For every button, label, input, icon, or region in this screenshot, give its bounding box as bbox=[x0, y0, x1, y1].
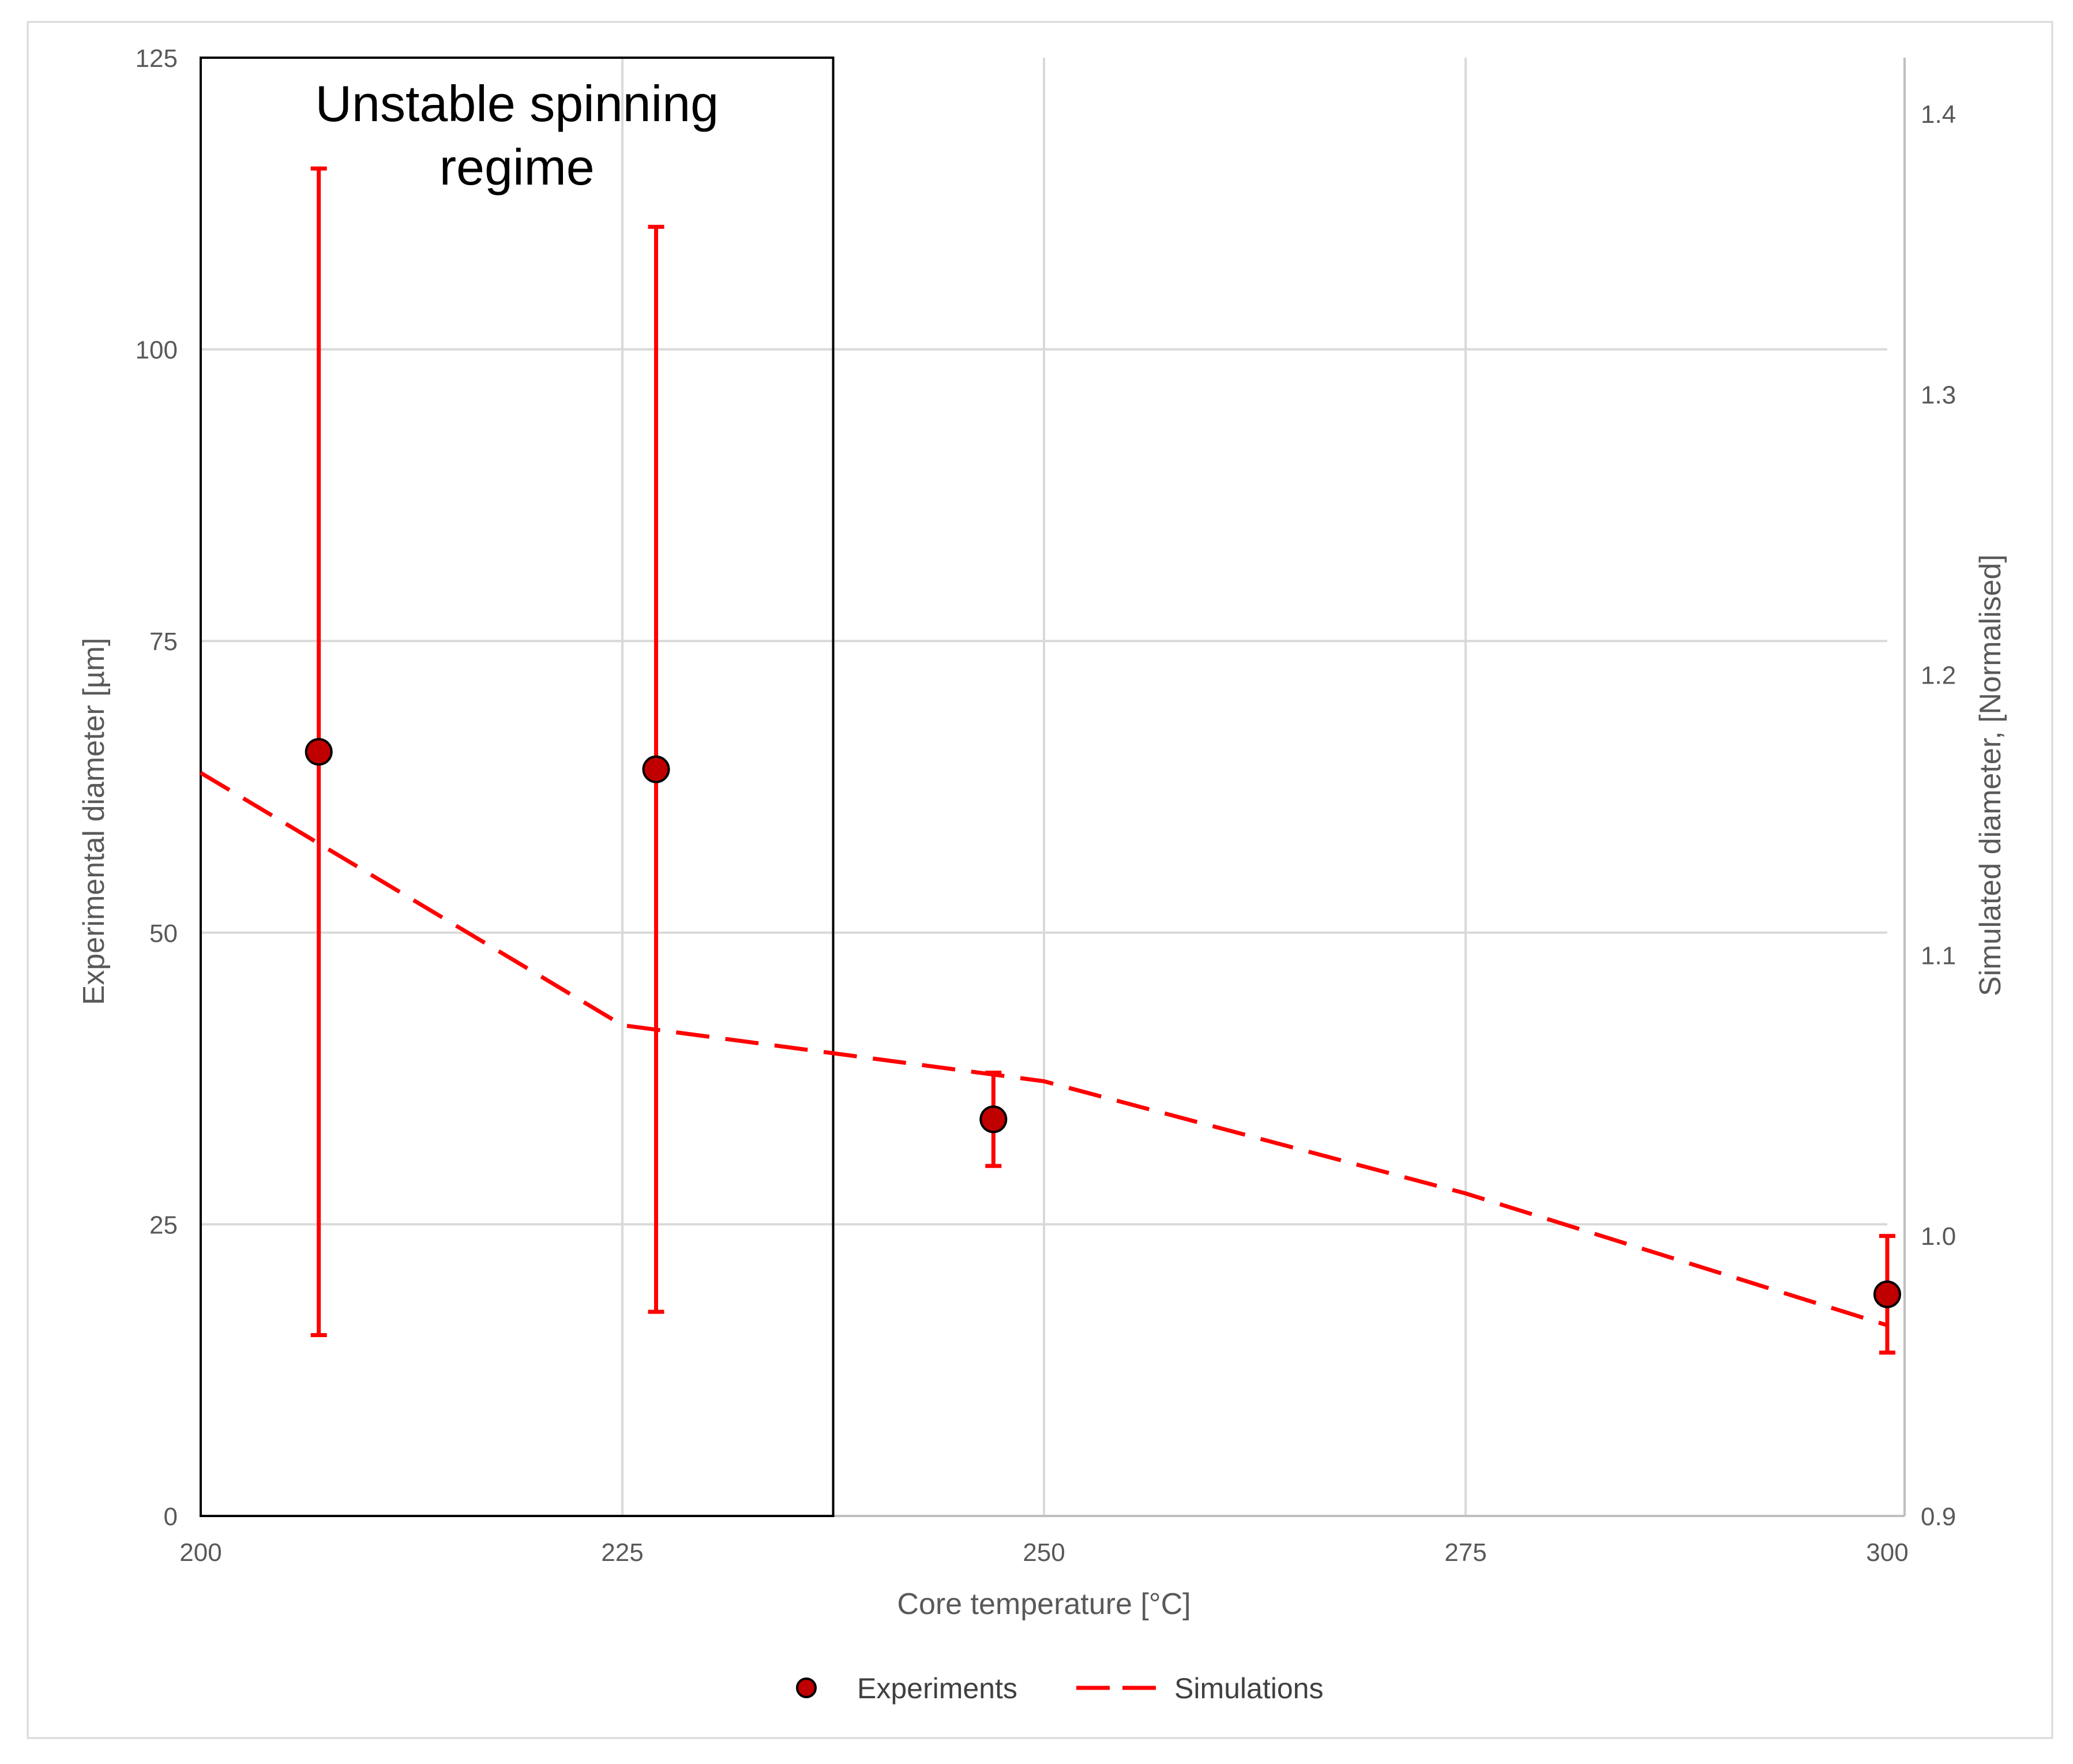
annotation-box bbox=[200, 57, 835, 1517]
annotation-label: Unstable spinning bbox=[315, 75, 719, 132]
y2-tick-label: 1.1 bbox=[1921, 942, 1956, 970]
x-axis-title: Core temperature [°C] bbox=[897, 1587, 1191, 1621]
y2-tick-label: 1.3 bbox=[1921, 381, 1956, 409]
y2-tick-label: 1.2 bbox=[1921, 662, 1956, 690]
legend-simulations-label: Simulations bbox=[1174, 1672, 1323, 1705]
grid bbox=[201, 58, 1887, 1516]
experiment-point bbox=[305, 738, 333, 766]
y-tick-label: 75 bbox=[149, 628, 178, 656]
y-tick-label: 100 bbox=[136, 336, 178, 365]
y-tick-label: 0 bbox=[164, 1503, 178, 1531]
y-axis-title: Experimental diameter [µm] bbox=[77, 638, 111, 1005]
chart-border bbox=[27, 21, 2053, 1739]
experiment-point bbox=[1873, 1280, 1901, 1308]
x-tick-label: 225 bbox=[601, 1538, 643, 1567]
legend: Experiments Simulations bbox=[796, 1672, 1323, 1705]
legend-experiments-label: Experiments bbox=[857, 1672, 1017, 1705]
y2-tick-label: 1.4 bbox=[1921, 100, 1956, 129]
y-tick-label: 25 bbox=[149, 1211, 178, 1239]
x-tick-label: 300 bbox=[1866, 1538, 1908, 1567]
axes: 200 225 250 275 300 0 25 50 75 100 125 0.9 1.0 1.1 1.2… bbox=[77, 44, 2007, 1621]
y2-axis-title: Simulated diameter, [Normalised] bbox=[1974, 554, 2007, 996]
legend-experiments-marker bbox=[796, 1677, 817, 1698]
x-tick-label: 275 bbox=[1444, 1538, 1486, 1567]
y-tick-label: 125 bbox=[136, 44, 178, 73]
experiment-point bbox=[979, 1105, 1008, 1134]
y-tick-label: 50 bbox=[149, 919, 178, 948]
y2-tick-label: 1.0 bbox=[1921, 1222, 1956, 1251]
annotation: Unstable spinning regime bbox=[200, 57, 835, 1517]
y2-tick-label: 0.9 bbox=[1921, 1503, 1956, 1531]
experiment-point bbox=[642, 755, 670, 783]
annotation-label: regime bbox=[440, 138, 595, 196]
x-tick-label: 200 bbox=[179, 1538, 221, 1567]
series bbox=[200, 166, 1901, 1355]
x-tick-label: 250 bbox=[1023, 1538, 1065, 1567]
simulations-line bbox=[200, 771, 1888, 1327]
